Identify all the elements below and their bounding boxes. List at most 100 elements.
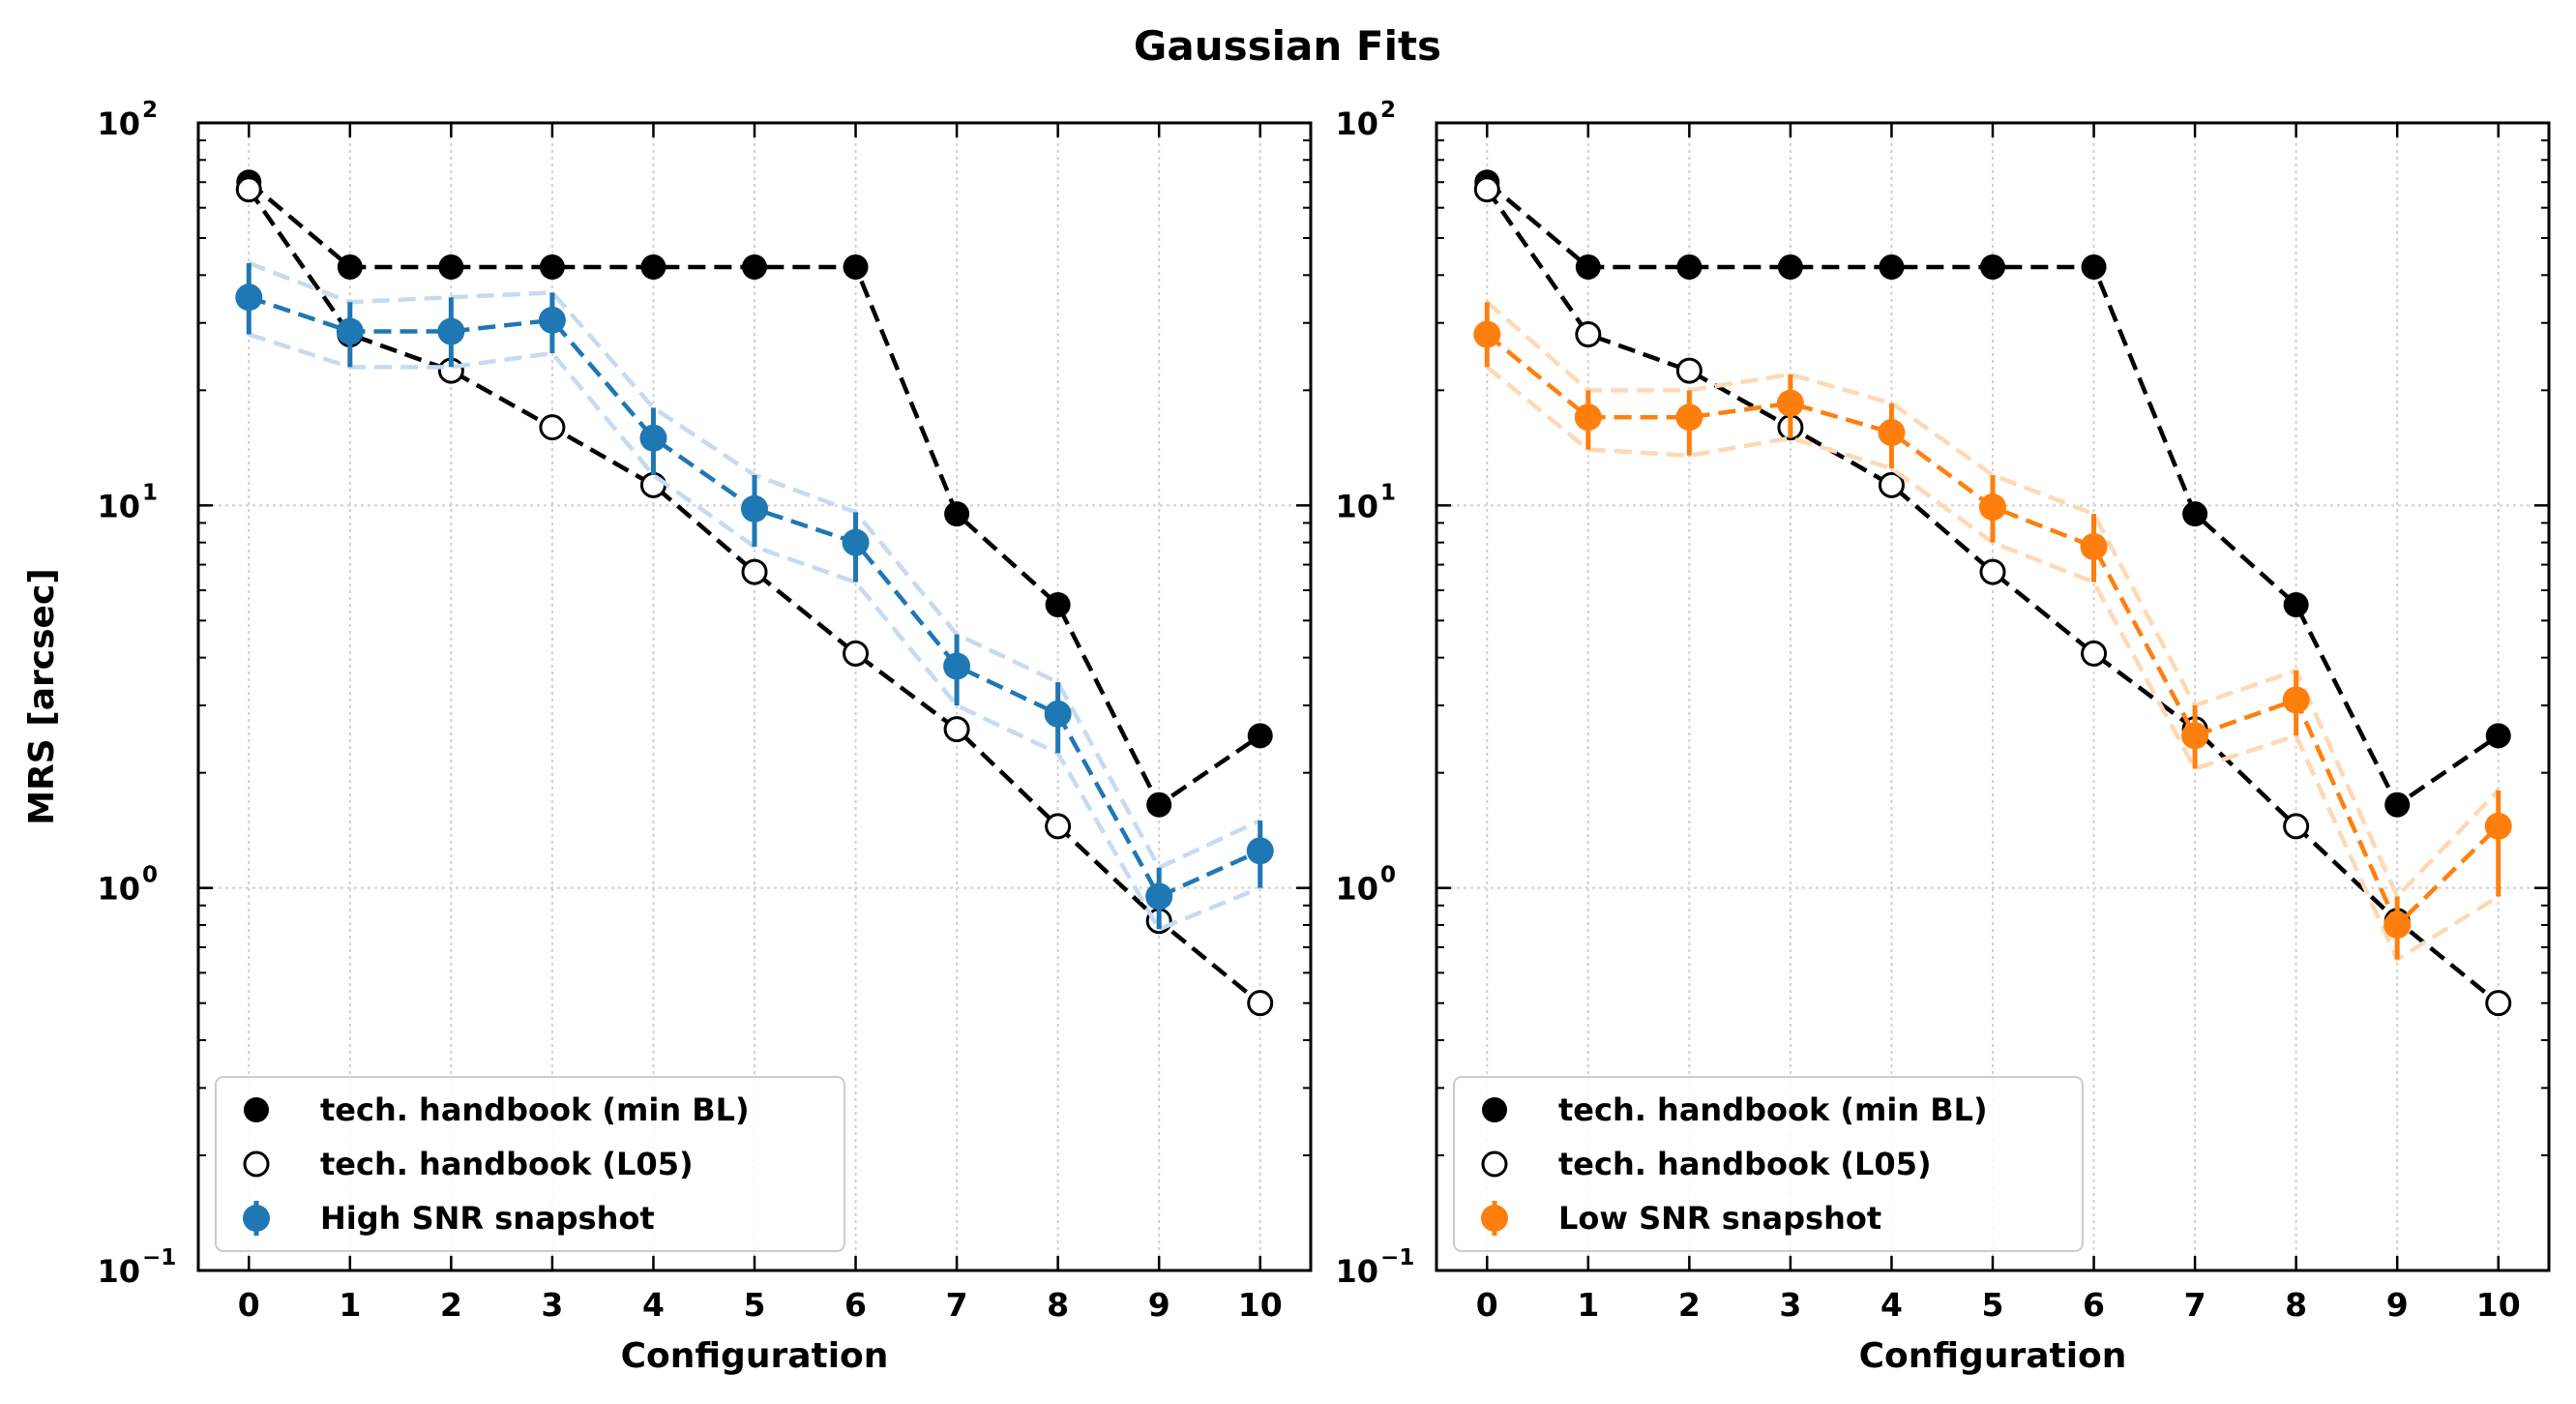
x-tick-label: 3 [1779,1286,1801,1324]
data-point [539,254,565,280]
data-point [2081,640,2108,667]
x-tick-label: 0 [1476,1286,1498,1324]
data-point [1878,419,1906,447]
data-point [2283,591,2309,617]
legend-marker [1481,1205,1508,1232]
data-point [437,317,465,345]
x-axis-label: Configuration [621,1336,889,1376]
data-point [1980,254,2005,280]
data-point [1247,990,1274,1017]
data-point [2182,501,2208,527]
data-point [1878,471,1905,498]
x-tick-label: 9 [2386,1286,2409,1324]
right-panel: 10 −110 010 110 20 1 2 3 4 5 6 7 8 9 10Configurationte… [1335,98,2551,1376]
x-tick-label: 6 [2083,1286,2105,1324]
data-point [1879,254,1905,280]
data-point [1146,792,1172,818]
data-point [1045,813,1072,840]
legend-label: Low SNR snapshot [1558,1200,1881,1237]
data-point [1473,320,1501,348]
x-tick-label: 10 [1238,1286,1283,1324]
plot-frame [196,121,1313,1272]
data-point [1574,403,1602,432]
data-point [843,640,870,667]
data-point [235,176,262,203]
data-point [2484,812,2512,840]
y-tick-exponent: 2 [1380,98,1396,123]
data-point [2384,792,2411,818]
data-point [438,254,464,280]
y-tick-label: 10 [1335,871,1378,908]
x-axis-label: Configuration [1859,1336,2127,1376]
data-point [741,558,768,585]
legend-marker [244,1097,269,1122]
x-tick-label: 6 [844,1286,867,1324]
data-point [1044,700,1072,728]
legend-marker [1482,1097,1507,1122]
data-point [2080,532,2108,560]
x-tick-label: 10 [2476,1286,2521,1324]
y-tick-exponent: 0 [1380,863,1396,888]
data-point [1979,493,2006,522]
data-point [1776,389,1804,417]
data-point [842,528,870,556]
x-tick-label: 3 [541,1286,563,1324]
legend-label: tech. handbook (min BL) [1558,1091,1988,1128]
data-point [1045,591,1071,617]
data-point [2485,723,2511,749]
data-point [640,254,666,280]
x-tick-label: 5 [1982,1286,2004,1324]
data-point [235,284,263,312]
data-point [2181,722,2209,750]
data-point [1247,723,1273,749]
data-point [1575,254,1601,280]
data-point [1777,254,1803,280]
x-tick-label: 0 [238,1286,260,1324]
figure-title: Gaussian Fits [1134,22,1441,70]
data-point [1676,254,1703,280]
y-tick-label: 10 [97,871,140,908]
legend-marker [243,1150,270,1178]
data-point [1675,357,1703,384]
data-point [2384,911,2412,939]
y-axis-label: MRS [arcsec] [22,568,62,824]
data-point [538,306,566,334]
x-tick-label: 1 [1577,1286,1599,1324]
data-point [1575,321,1602,348]
x-tick-label: 4 [1880,1286,1903,1324]
x-tick-label: 1 [339,1286,361,1324]
data-point [742,254,767,280]
uncertainty-band-line [1485,300,2501,901]
y-tick-label: 10 [97,1253,140,1290]
y-tick-exponent: 1 [1380,480,1396,505]
left-panel: 10 −110 010 110 20 1 2 3 4 5 6 7 8 9 10ConfigurationMR… [22,98,1313,1376]
legend-label: tech. handbook (L05) [320,1146,694,1182]
y-tick-label: 10 [97,488,140,524]
data-point [1675,403,1703,432]
data-point [741,494,768,523]
data-point [1145,882,1173,911]
y-tick-exponent: −1 [1380,1245,1414,1270]
data-point [943,716,970,743]
data-point [1979,558,2006,585]
data-point [944,501,970,527]
x-tick-label: 4 [642,1286,665,1324]
series-line [1485,188,2501,1005]
data-point [2283,813,2310,840]
data-point [539,414,566,441]
data-point [843,254,869,280]
data-point [2282,686,2310,714]
y-tick-label: 10 [1335,1253,1378,1290]
x-tick-label: 8 [1047,1286,1069,1324]
legend-label: tech. handbook (min BL) [320,1091,750,1128]
x-tick-label: 2 [440,1286,462,1324]
y-tick-exponent: 2 [142,98,158,123]
data-point [639,424,667,452]
data-point [639,471,666,498]
data-point [2081,254,2107,280]
y-tick-exponent: −1 [142,1245,176,1270]
legend-box [215,1076,845,1252]
data-point [1473,176,1500,203]
x-tick-label: 2 [1678,1286,1701,1324]
